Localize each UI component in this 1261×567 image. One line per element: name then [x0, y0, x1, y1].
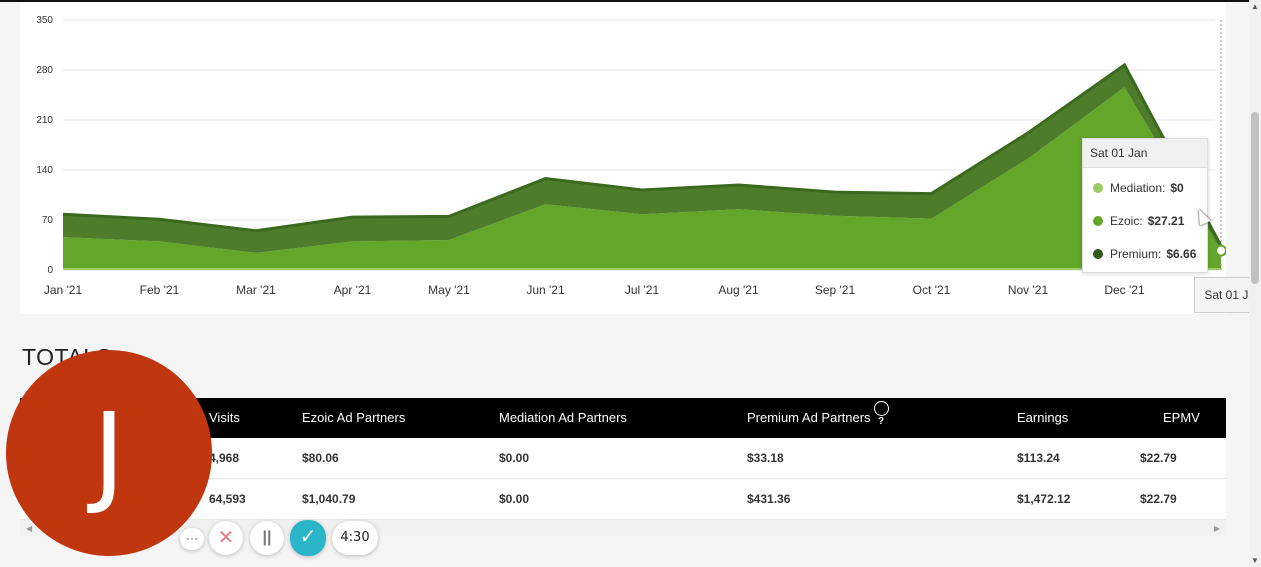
cancel-recording-button[interactable]: ✕: [209, 521, 243, 555]
finish-recording-button[interactable]: ✓: [290, 520, 326, 556]
y-tick-label: 350: [36, 15, 53, 26]
header-mediation[interactable]: Mediation Ad Partners: [499, 410, 627, 425]
x-tick-label: Jan '21: [44, 283, 83, 297]
series-area-premium[interactable]: [63, 65, 1221, 253]
ezoic-dot-icon: [1093, 216, 1103, 226]
y-tick-label: 0: [47, 265, 53, 276]
tooltip-row-mediation: Mediation: $0: [1093, 180, 1184, 196]
avatar: J: [6, 350, 212, 556]
header-epmv[interactable]: EPMV: [1163, 410, 1200, 425]
y-tick-label: 140: [36, 165, 53, 176]
hover-point: [1215, 244, 1226, 257]
series-line-top: [62, 62, 1223, 247]
table-row: 4,968 $80.06 $0.00 $33.18 $113.24 $22.79: [20, 438, 1226, 479]
x-tick-label: May '21: [428, 283, 470, 297]
x-tick-label: Jul '21: [625, 283, 660, 297]
tooltip-row-premium: Premium: $6.66: [1093, 246, 1196, 262]
pause-recording-button[interactable]: ||: [250, 521, 284, 555]
x-tick-label: Nov '21: [1008, 283, 1049, 297]
more-options-button[interactable]: ···: [180, 528, 204, 550]
top-border: [0, 0, 1261, 2]
totals-table: Visits Ezoic Ad Partners Mediation Ad Pa…: [20, 398, 1226, 520]
x-tick-label: Jun '21: [526, 283, 565, 297]
y-tick-label: 210: [36, 115, 53, 126]
recording-timer: 4:30: [332, 521, 378, 555]
x-tick-label: Oct '21: [913, 283, 951, 297]
header-earnings[interactable]: Earnings: [1017, 410, 1069, 425]
premium-dot-icon: [1093, 249, 1103, 259]
table-row: 64,593 $1,040.79 $0.00 $431.36 $1,472.12…: [20, 479, 1226, 520]
x-tick-label: Feb '21: [140, 283, 180, 297]
header-visits[interactable]: Visits: [209, 410, 240, 425]
table-header: Visits Ezoic Ad Partners Mediation Ad Pa…: [20, 398, 1226, 438]
scroll-down-icon[interactable]: ▼: [1251, 556, 1259, 565]
help-icon[interactable]: ?: [873, 401, 889, 427]
mediation-dot-icon: [1093, 183, 1103, 193]
x-tick-label: Sep '21: [815, 283, 856, 297]
y-tick-label: 280: [36, 65, 53, 76]
vertical-scrollbar[interactable]: ▲ ▼: [1249, 0, 1261, 567]
scroll-up-icon[interactable]: ▲: [1251, 2, 1259, 11]
scroll-left-icon[interactable]: ◀: [26, 524, 33, 533]
x-tick-label: Mar '21: [236, 283, 276, 297]
x-tick-label: Apr '21: [334, 283, 372, 297]
header-ezoic[interactable]: Ezoic Ad Partners: [302, 410, 406, 425]
earnings-area-chart[interactable]: 0 70 140 210 280 350 Jan '21 Feb '21 Mar '21 Apr …: [20, 2, 1226, 314]
tooltip-title: Sat 01 Jan: [1083, 139, 1207, 168]
x-tick-label: Dec '21: [1104, 283, 1145, 297]
series-area-ezoic[interactable]: [63, 87, 1221, 271]
x-tick-label: Aug '21: [718, 283, 759, 297]
chart-tooltip: Sat 01 Jan Mediation: $0 Ezoic: $27.21 Pre…: [1082, 138, 1208, 273]
scrollbar-thumb[interactable]: [1251, 112, 1259, 284]
tooltip-row-ezoic: Ezoic: $27.21: [1093, 213, 1184, 229]
scroll-right-icon[interactable]: ▶: [1213, 524, 1220, 533]
earnings-chart-card: 0 70 140 210 280 350 Jan '21 Feb '21 Mar '21 Apr …: [20, 2, 1261, 314]
y-tick-label: 70: [42, 215, 54, 226]
header-premium[interactable]: Premium Ad Partners?: [747, 398, 889, 438]
